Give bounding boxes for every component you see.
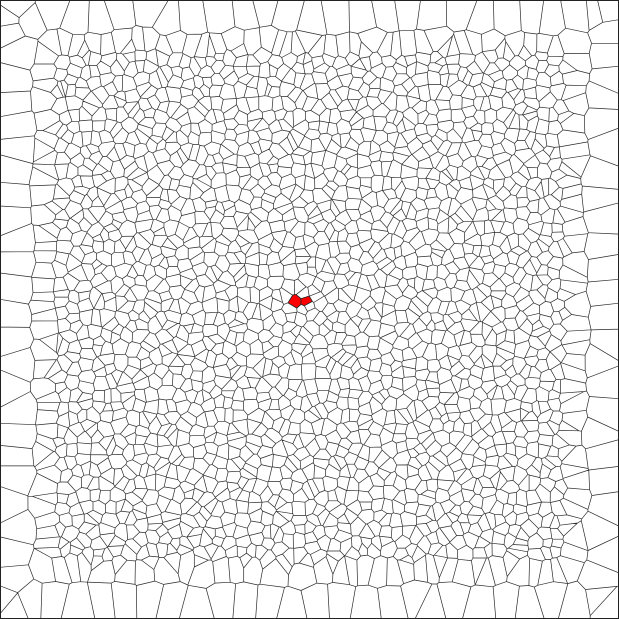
highlighted-cells[interactable]	[287, 293, 313, 309]
highlighted-cell[interactable]	[287, 293, 302, 309]
highlighted-cell[interactable]	[300, 295, 313, 307]
